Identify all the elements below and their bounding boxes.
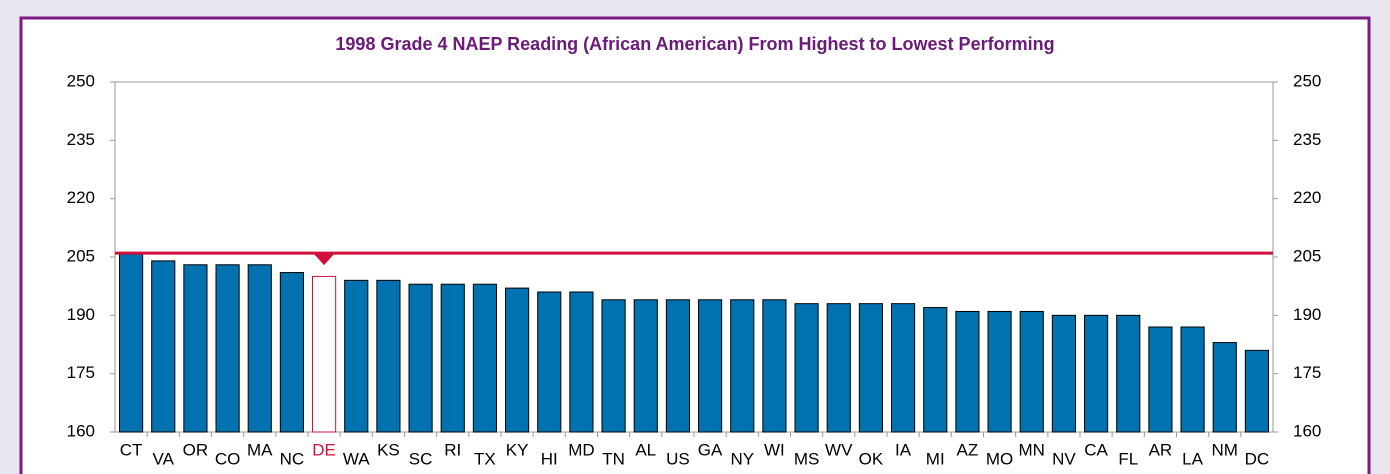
- x-tick-label: KY: [506, 440, 529, 459]
- x-tick-label: DE: [312, 440, 336, 459]
- x-tick-label: OR: [183, 440, 209, 459]
- y2-tick-label: 235: [1293, 130, 1321, 149]
- x-tick-label: AZ: [957, 440, 979, 459]
- x-tick-label: IA: [895, 440, 912, 459]
- chart-title: 1998 Grade 4 NAEP Reading (African Ameri…: [335, 34, 1054, 54]
- y-tick-label: 220: [67, 188, 95, 207]
- bar: [794, 303, 819, 433]
- bar: [569, 291, 594, 433]
- bar: [923, 307, 948, 433]
- y-tick-label: 250: [67, 71, 95, 90]
- y-tick-label: 175: [67, 363, 95, 382]
- x-tick-label: NV: [1052, 449, 1076, 468]
- x-tick-label: MN: [1019, 440, 1045, 459]
- x-tick-label: MD: [568, 440, 594, 459]
- bar: [472, 283, 497, 433]
- x-tick-label: MO: [986, 449, 1013, 468]
- frame: [19, 16, 1371, 474]
- bar: [1244, 349, 1269, 433]
- x-tick-label: CO: [215, 449, 241, 468]
- x-tick-label: AR: [1149, 440, 1173, 459]
- y-tick-label: 190: [67, 305, 95, 324]
- x-tick-label: WV: [825, 440, 853, 459]
- bar: [1019, 310, 1044, 433]
- y-tick-label: 205: [67, 246, 95, 265]
- x-tick-label: HI: [541, 449, 558, 468]
- x-tick-label: OK: [859, 449, 884, 468]
- x-tick-label: GA: [698, 440, 723, 459]
- bar: [537, 291, 562, 433]
- x-tick-label: SC: [409, 449, 433, 468]
- y2-tick-label: 160: [1293, 421, 1321, 440]
- x-tick-label: CT: [120, 440, 143, 459]
- bar: [601, 299, 626, 433]
- bar: [1148, 326, 1173, 433]
- x-tick-label: RI: [444, 440, 461, 459]
- bar: [1051, 314, 1076, 433]
- bar: [762, 299, 787, 433]
- bar: [376, 279, 401, 433]
- x-tick-label: AL: [635, 440, 656, 459]
- y2-tick-label: 175: [1293, 363, 1321, 382]
- x-tick-label: NC: [280, 449, 305, 468]
- y-tick-label: 160: [67, 421, 95, 440]
- bar: [119, 252, 144, 433]
- y2-tick-label: 205: [1293, 246, 1321, 265]
- x-tick-label: TN: [602, 449, 625, 468]
- x-tick-label: DC: [1245, 449, 1270, 468]
- bar: [698, 299, 723, 433]
- bar: [665, 299, 690, 433]
- bar: [633, 299, 658, 433]
- x-tick-label: WI: [764, 440, 785, 459]
- bar: [1084, 314, 1109, 433]
- x-tick-label: FL: [1118, 449, 1138, 468]
- x-tick-label: NM: [1212, 440, 1238, 459]
- bar: [183, 264, 208, 433]
- bar: [955, 310, 980, 433]
- bar: [987, 310, 1012, 433]
- bar: [1116, 314, 1141, 433]
- bar: [1212, 342, 1237, 433]
- bar: [440, 283, 465, 433]
- bar: [151, 260, 176, 433]
- x-tick-label: US: [666, 449, 690, 468]
- bar: [215, 264, 240, 433]
- highlight-marker: [314, 254, 335, 266]
- bar: [344, 279, 369, 433]
- x-tick-label: TX: [474, 449, 496, 468]
- bar: [1180, 326, 1205, 433]
- bar: [826, 303, 851, 433]
- bar: [408, 283, 433, 433]
- bar: [279, 272, 304, 433]
- bar: [505, 287, 530, 433]
- bar: [858, 303, 883, 433]
- bar: [891, 303, 916, 433]
- y2-tick-label: 190: [1293, 305, 1321, 324]
- y-tick-label: 235: [67, 130, 95, 149]
- bar: [247, 264, 272, 433]
- x-tick-label: MA: [247, 440, 273, 459]
- x-tick-label: KS: [377, 440, 400, 459]
- x-tick-label: CA: [1084, 440, 1108, 459]
- x-tick-label: MI: [926, 449, 945, 468]
- y2-tick-label: 250: [1293, 71, 1321, 90]
- bar: [312, 275, 337, 433]
- y2-tick-label: 220: [1293, 188, 1321, 207]
- x-tick-label: LA: [1182, 449, 1203, 468]
- x-tick-label: MS: [794, 449, 820, 468]
- x-tick-label: WA: [343, 449, 370, 468]
- x-tick-label: NY: [730, 449, 754, 468]
- bar: [730, 299, 755, 433]
- x-tick-label: VA: [153, 449, 175, 468]
